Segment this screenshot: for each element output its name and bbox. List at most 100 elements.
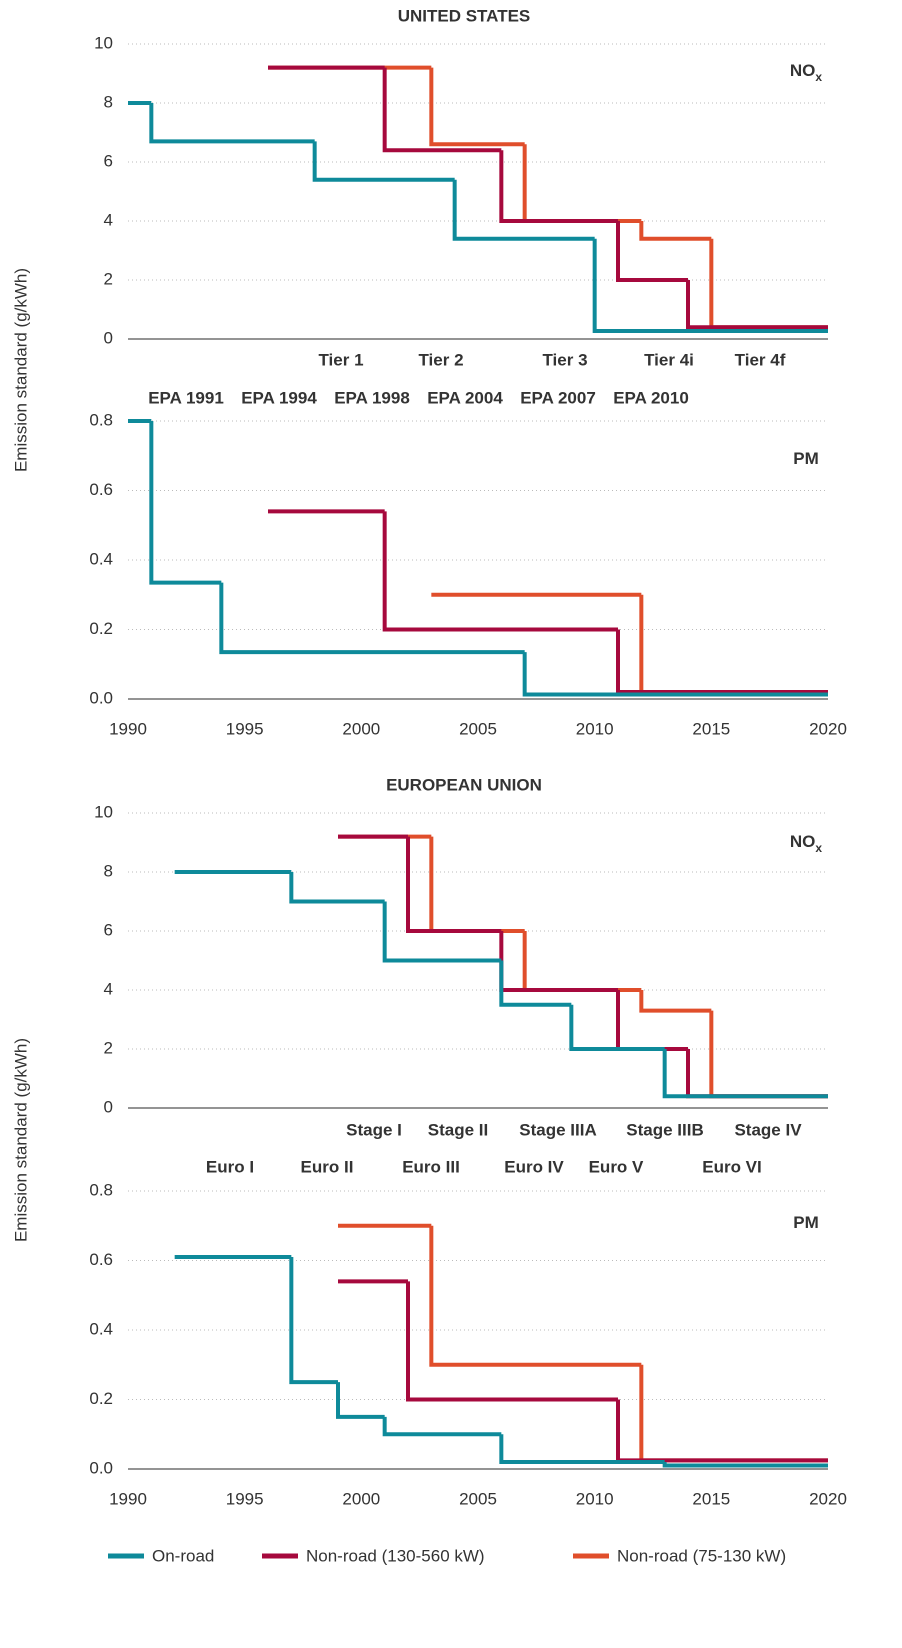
y-tick-label: 2 <box>104 269 113 288</box>
annotation: Tier 4i <box>644 350 694 369</box>
annotation: Stage II <box>428 1120 488 1139</box>
y-tick-label: 2 <box>104 1038 113 1057</box>
panel-label: PM <box>793 1213 819 1232</box>
step-segment <box>709 238 828 330</box>
step-segment <box>429 67 525 147</box>
y-axis-label: Emission standard (g/kWh) <box>11 1038 30 1242</box>
annotation: EPA 2007 <box>520 388 596 407</box>
y-tick-label: 0.4 <box>89 1319 113 1338</box>
step-segment <box>499 150 618 223</box>
x-tick-label: 2010 <box>576 719 614 738</box>
step-segment <box>639 990 712 1013</box>
step-segment <box>522 652 828 697</box>
step-segment <box>522 144 642 223</box>
annotation: EPA 1994 <box>241 388 317 407</box>
step-segment <box>289 1257 338 1385</box>
x-tick-label: 2005 <box>459 719 497 738</box>
x-tick-label: 2015 <box>692 719 730 738</box>
y-tick-label: 0 <box>104 1097 113 1116</box>
y-tick-label: 8 <box>104 861 113 880</box>
legend-label: On-road <box>152 1546 214 1565</box>
step-segment <box>709 1010 828 1099</box>
step-segment <box>616 629 828 695</box>
step-segment <box>219 582 525 655</box>
panel-label-text: NO <box>790 832 816 851</box>
panel-label-subscript: x <box>815 841 822 855</box>
annotation: Euro V <box>589 1157 644 1176</box>
annotation: Euro II <box>301 1157 354 1176</box>
panel-label: NOx <box>790 832 823 855</box>
step-segment <box>406 1281 618 1402</box>
panel-label-subscript: x <box>815 70 822 84</box>
step-segment <box>149 103 315 144</box>
y-tick-label: 6 <box>104 151 113 170</box>
step-segment <box>639 1364 828 1463</box>
step-segment <box>592 238 828 334</box>
y-tick-label: 4 <box>104 979 113 998</box>
step-segment <box>616 990 688 1051</box>
y-tick-label: 0.0 <box>89 1458 113 1477</box>
y-tick-label: 10 <box>94 802 113 821</box>
annotation: Tier 1 <box>318 350 363 369</box>
step-segment <box>149 421 222 585</box>
x-tick-label: 2010 <box>576 1489 614 1508</box>
x-tick-label: 1995 <box>226 1489 264 1508</box>
step-segment <box>289 872 385 904</box>
step-segment <box>639 221 712 241</box>
annotation: Tier 3 <box>542 350 587 369</box>
step-segment <box>662 1049 828 1099</box>
y-tick-label: 4 <box>104 210 113 229</box>
annotation: Euro VI <box>702 1157 762 1176</box>
y-tick-label: 10 <box>94 33 113 52</box>
y-tick-label: 0.6 <box>89 480 113 499</box>
annotation: Euro I <box>206 1157 254 1176</box>
y-tick-label: 0.6 <box>89 1250 113 1269</box>
x-tick-label: 2020 <box>809 1489 847 1508</box>
annotation: Tier 2 <box>418 350 463 369</box>
chart-title: EUROPEAN UNION <box>386 775 542 794</box>
legend-label: Non-road (130-560 kW) <box>306 1546 485 1565</box>
y-tick-label: 0.0 <box>89 688 113 707</box>
step-segment <box>406 836 502 933</box>
step-segment <box>662 1462 828 1468</box>
step-segment <box>382 67 502 153</box>
step-segment <box>336 1382 385 1419</box>
step-segment <box>499 1434 665 1465</box>
step-segment <box>382 901 502 963</box>
annotation: Euro IV <box>504 1157 564 1176</box>
panel-label: PM <box>793 449 819 468</box>
step-segment <box>616 1399 828 1463</box>
x-tick-label: 2015 <box>692 1489 730 1508</box>
chart-title: UNITED STATES <box>398 6 531 25</box>
annotation: Stage IV <box>734 1120 802 1139</box>
panel-label-text: NO <box>790 61 816 80</box>
step-segment <box>429 836 525 933</box>
annotation: Stage IIIB <box>626 1120 703 1139</box>
x-tick-label: 2000 <box>342 719 380 738</box>
y-tick-label: 6 <box>104 920 113 939</box>
annotation: EPA 2004 <box>427 388 503 407</box>
annotation: Stage IIIA <box>519 1120 596 1139</box>
step-segment <box>686 1049 828 1099</box>
annotation: EPA 1991 <box>148 388 224 407</box>
step-segment <box>639 594 828 695</box>
y-axis-label: Emission standard (g/kWh) <box>11 268 30 472</box>
y-tick-label: 8 <box>104 92 113 111</box>
x-tick-label: 1995 <box>226 719 264 738</box>
step-segment <box>499 931 618 992</box>
y-tick-label: 0.8 <box>89 1180 113 1199</box>
annotation: Stage I <box>346 1120 402 1139</box>
legend-label: Non-road (75-130 kW) <box>617 1546 786 1565</box>
step-segment <box>312 141 455 182</box>
y-tick-label: 0.2 <box>89 1389 113 1408</box>
x-tick-label: 2005 <box>459 1489 497 1508</box>
x-tick-label: 1990 <box>109 1489 147 1508</box>
y-tick-label: 0.8 <box>89 410 113 429</box>
panel-label-text: PM <box>793 449 819 468</box>
step-segment <box>686 280 828 330</box>
x-tick-label: 2000 <box>342 1489 380 1508</box>
step-segment <box>522 931 642 992</box>
step-segment <box>452 179 595 241</box>
step-segment <box>499 960 572 1007</box>
